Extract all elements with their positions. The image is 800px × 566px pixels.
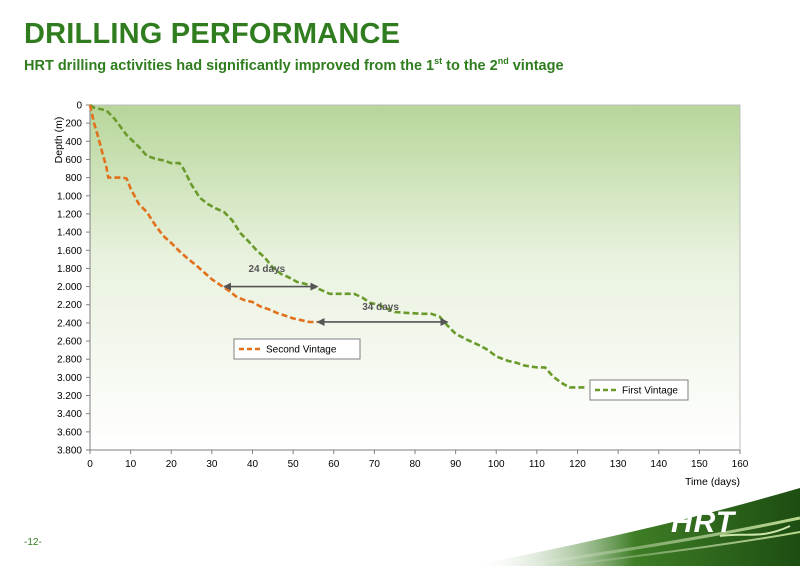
hrt-logo: HRT <box>671 506 736 539</box>
y-tick-label: 600 <box>65 155 82 166</box>
x-tick-label: 120 <box>569 459 586 470</box>
x-tick-label: 30 <box>206 459 218 470</box>
x-tick-label: 60 <box>328 459 340 470</box>
y-tick-label: 2.000 <box>57 282 82 293</box>
x-tick-label: 110 <box>529 459 545 470</box>
y-tick-label: 200 <box>65 119 82 130</box>
page-number: -12- <box>24 537 42 548</box>
slide-title: DRILLING PERFORMANCE <box>24 18 401 50</box>
x-tick-label: 70 <box>369 459 381 470</box>
x-tick-label: 160 <box>732 459 749 470</box>
series-layer <box>88 103 586 389</box>
x-tick-label: 150 <box>691 459 708 470</box>
x-axis-label: Time (days) <box>685 476 740 488</box>
x-tick-label: 130 <box>610 459 627 470</box>
subtitle-part-2: to the 2 <box>442 57 498 74</box>
series-line-second-vintage <box>88 104 318 324</box>
x-axis: 0 10 20 30 40 50 60 70 80 90 100 110 120 130 140 150 160 <box>87 449 749 470</box>
legend-box <box>589 379 689 401</box>
x-tick-label: 80 <box>409 459 421 470</box>
y-tick-label: 1.000 <box>57 191 82 202</box>
y-tick-label: 2.400 <box>57 318 82 329</box>
y-tick-label: 1.400 <box>57 228 82 239</box>
y-tick-label: 0 <box>76 101 82 112</box>
subtitle-part-3: vintage <box>508 57 564 74</box>
x-tick-label: 40 <box>247 459 259 470</box>
x-tick-label: 10 <box>125 459 137 470</box>
x-tick-label: 0 <box>87 459 93 470</box>
y-axis-label: Depth (m) <box>53 117 65 164</box>
y-tick-label: 3.600 <box>57 427 82 438</box>
y-tick-label: 2.800 <box>57 355 82 366</box>
y-axis: 0 200 400 600 800 1.000 1.200 1.400 1.600 1.800 2.… <box>57 101 91 457</box>
duration-label: 34 days <box>362 302 399 313</box>
x-tick-label: 50 <box>288 459 300 470</box>
duration-label: 24 days <box>248 264 285 275</box>
subtitle-sup-2: nd <box>497 56 509 66</box>
legend-label: Second Vintage <box>266 345 337 356</box>
slide-subtitle: HRT drilling activities had significantl… <box>24 56 564 74</box>
footer-swoosh <box>470 488 800 566</box>
y-tick-label: 1.600 <box>57 246 82 257</box>
legend-layer: Second Vintage First Vintage <box>233 338 689 401</box>
y-tick-label: 3.000 <box>57 373 82 384</box>
subtitle-sup-1: st <box>434 56 443 66</box>
legend-label: First Vintage <box>622 386 678 397</box>
legend-box <box>233 338 361 360</box>
annotation-layer: 24 days 34 days <box>223 264 449 326</box>
x-tick-label: 20 <box>166 459 178 470</box>
x-tick-label: 100 <box>488 459 505 470</box>
y-tick-label: 800 <box>65 173 82 184</box>
subtitle-part-1: HRT drilling activities had significantl… <box>24 57 435 74</box>
y-tick-label: 3.400 <box>57 409 82 420</box>
y-tick-label: 3.200 <box>57 391 82 402</box>
x-tick-label: 140 <box>650 459 667 470</box>
y-tick-label: 1.800 <box>57 264 82 275</box>
y-tick-label: 400 <box>65 137 82 148</box>
y-tick-label: 2.200 <box>57 300 82 311</box>
x-tick-label: 90 <box>450 459 462 470</box>
y-tick-label: 3.800 <box>57 446 82 457</box>
y-tick-label: 1.200 <box>57 209 82 220</box>
y-tick-label: 2.600 <box>57 337 82 348</box>
